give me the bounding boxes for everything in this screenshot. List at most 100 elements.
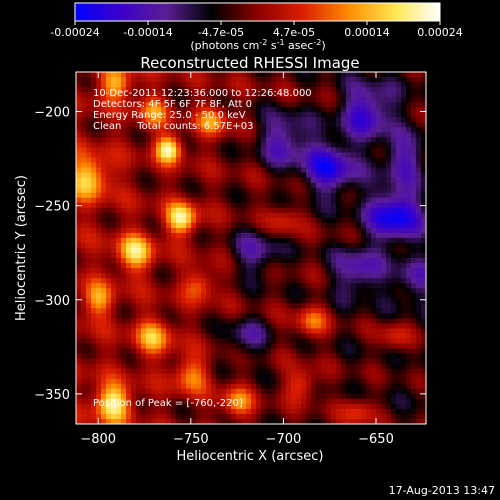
heatmap-cell (226, 217, 232, 224)
heatmap-cell (376, 132, 382, 138)
heatmap-cell (331, 172, 337, 179)
heatmap-cell (186, 202, 192, 209)
heatmap-cell (301, 253, 307, 259)
heatmap-cell (241, 122, 247, 128)
heatmap-cell (191, 383, 197, 390)
heatmap-cell (336, 207, 342, 214)
heatmap-cell (371, 142, 377, 149)
heatmap-cell (356, 343, 362, 350)
heatmap-cell (106, 217, 112, 224)
heatmap-cell (126, 298, 132, 304)
heatmap-cell (161, 353, 167, 360)
heatmap-cell (156, 102, 162, 108)
heatmap-cell (146, 117, 152, 123)
heatmap-cell (186, 142, 192, 149)
heatmap-cell (321, 348, 327, 355)
heatmap-cell (101, 338, 107, 345)
heatmap-cell (171, 82, 177, 88)
heatmap-cell (196, 177, 202, 184)
heatmap-cell (131, 338, 137, 345)
heatmap-cell (206, 333, 212, 340)
heatmap-cell (96, 162, 102, 169)
heatmap-cell (291, 117, 297, 123)
heatmap-cell (206, 388, 212, 395)
heatmap-cell (181, 418, 187, 424)
heatmap-cell (196, 157, 202, 164)
heatmap-cell (291, 242, 297, 249)
heatmap-cell (126, 182, 132, 189)
heatmap-cell (301, 187, 307, 194)
heatmap-cell (381, 147, 387, 154)
heatmap-cell (266, 338, 272, 345)
heatmap-cell (221, 278, 227, 284)
heatmap-cell (311, 248, 317, 254)
heatmap-cell (346, 278, 352, 284)
heatmap-cell (331, 398, 337, 405)
heatmap-cell (231, 72, 237, 78)
heatmap-cell (296, 303, 302, 309)
heatmap-cell (356, 157, 362, 164)
heatmap-cell (226, 363, 232, 370)
heatmap-cell (316, 298, 322, 304)
heatmap-cell (111, 137, 117, 143)
heatmap-cell (156, 363, 162, 370)
heatmap-cell (156, 353, 162, 360)
heatmap-cell (291, 373, 297, 380)
heatmap-cell (206, 268, 212, 274)
heatmap-cell (416, 242, 422, 249)
heatmap-cell (391, 107, 397, 113)
heatmap-cell (201, 207, 207, 214)
heatmap-cell (201, 147, 207, 154)
heatmap-cell (291, 142, 297, 149)
heatmap-cell (111, 217, 117, 224)
heatmap-cell (396, 92, 402, 98)
heatmap-cell (391, 288, 397, 294)
heatmap-cell (156, 187, 162, 194)
heatmap-cell (416, 413, 422, 420)
heatmap-cell (401, 117, 407, 123)
heatmap-cell (196, 152, 202, 159)
heatmap-cell (406, 92, 412, 98)
heatmap-cell (306, 147, 312, 154)
heatmap-cell (76, 368, 82, 375)
heatmap-cell (376, 227, 382, 234)
heatmap-cell (401, 303, 407, 309)
heatmap-cell (116, 308, 122, 314)
heatmap-cell (226, 122, 232, 128)
heatmap-cell (271, 212, 277, 219)
heatmap-cell (326, 408, 332, 415)
heatmap-cell (261, 237, 267, 244)
heatmap-cell (81, 273, 87, 279)
heatmap-cell (376, 147, 382, 154)
heatmap-cell (326, 102, 332, 108)
heatmap-cell (281, 107, 287, 113)
heatmap-cell (326, 82, 332, 88)
heatmap-cell (371, 328, 377, 335)
heatmap-cell (156, 248, 162, 254)
heatmap-cell (176, 343, 182, 350)
heatmap-cell (301, 192, 307, 199)
heatmap-cell (301, 303, 307, 309)
heatmap-cell (346, 192, 352, 199)
heatmap-cell (186, 72, 192, 78)
heatmap-cell (316, 348, 322, 355)
heatmap-cell (401, 157, 407, 164)
heatmap-cell (346, 408, 352, 415)
heatmap-cell (326, 418, 332, 424)
heatmap-cell (136, 92, 142, 98)
heatmap-cell (176, 112, 182, 118)
heatmap-cell (186, 363, 192, 370)
heatmap-cell (206, 363, 212, 370)
heatmap-cell (371, 187, 377, 194)
heatmap-cell (361, 358, 367, 365)
heatmap-cell (391, 162, 397, 169)
heatmap-cell (111, 82, 117, 88)
heatmap-cell (156, 273, 162, 279)
heatmap-cell (386, 338, 392, 345)
heatmap-cell (391, 343, 397, 350)
heatmap-cell (96, 398, 102, 405)
heatmap-cell (76, 197, 82, 204)
heatmap-cell (216, 393, 222, 400)
heatmap-cell (396, 273, 402, 279)
heatmap-cell (136, 383, 142, 390)
